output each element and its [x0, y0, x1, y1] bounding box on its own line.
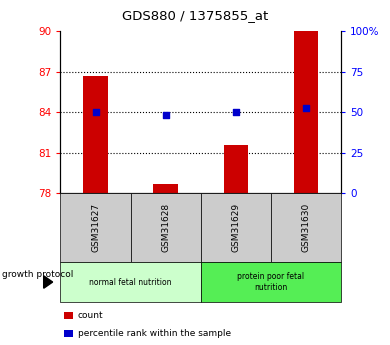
- Text: growth protocol: growth protocol: [2, 270, 73, 279]
- Point: [163, 112, 169, 118]
- Text: protein poor fetal
nutrition: protein poor fetal nutrition: [238, 272, 305, 292]
- Bar: [294, 31, 318, 193]
- Polygon shape: [44, 276, 53, 288]
- Bar: [224, 145, 248, 193]
- Bar: [154, 184, 178, 193]
- Text: percentile rank within the sample: percentile rank within the sample: [78, 329, 231, 338]
- Text: GSM31627: GSM31627: [91, 203, 100, 252]
- Text: count: count: [78, 311, 103, 320]
- Text: GDS880 / 1375855_at: GDS880 / 1375855_at: [122, 9, 268, 22]
- Text: GSM31628: GSM31628: [161, 203, 170, 252]
- Point: [92, 109, 99, 115]
- Bar: [83, 76, 108, 193]
- Text: normal fetal nutrition: normal fetal nutrition: [89, 277, 172, 287]
- Point: [303, 105, 309, 111]
- Text: GSM31630: GSM31630: [301, 203, 311, 252]
- Text: GSM31629: GSM31629: [231, 203, 241, 252]
- Point: [233, 109, 239, 115]
